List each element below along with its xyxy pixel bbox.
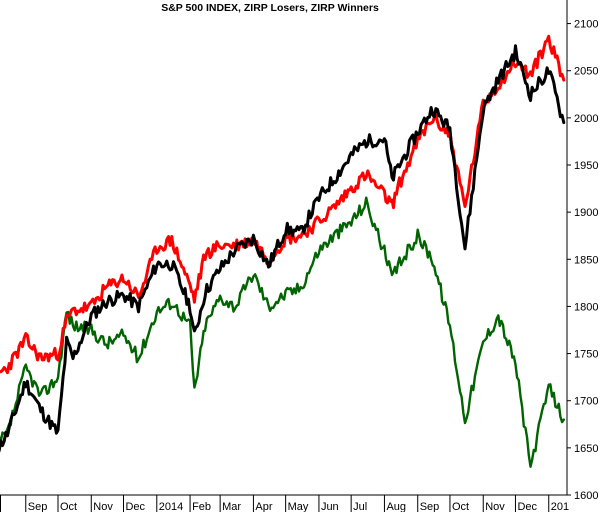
series-layer	[0, 34, 566, 468]
y-tick-label: 2000	[574, 113, 598, 125]
series-line-black	[0, 44, 566, 453]
x-tick-label: May	[288, 501, 309, 512]
x-tick-label: Oct	[452, 501, 469, 512]
x-tick-label: Sep	[28, 501, 48, 512]
x-tick-label: Nov	[93, 501, 113, 512]
axes-layer	[0, 0, 568, 496]
x-tick-label: Dec	[517, 501, 537, 512]
y-tick-layer: 1600 1650 1700 1750 1800 1850 1900 1950 2000 2050…	[567, 19, 598, 502]
y-tick-label: 1900	[574, 207, 598, 219]
y-tick-label: 1850	[574, 254, 598, 266]
x-tick-label: Dec	[125, 501, 145, 512]
x-tick-label: Nov	[485, 501, 505, 512]
y-tick-label: 2100	[574, 19, 598, 31]
y-tick-label: 1750	[574, 349, 598, 361]
series-line-red	[0, 34, 566, 375]
x-tick-layer: Sep Oct Nov Dec 2014 Feb Mar Apr May Jun Jul Aug Sep…	[0, 495, 569, 512]
x-tick-label: Aug	[386, 501, 406, 512]
x-tick-label: Oct	[60, 501, 77, 512]
x-tick-label: Jun	[321, 501, 339, 512]
y-tick-label: 1800	[574, 301, 598, 313]
x-tick-label: Mar	[222, 501, 241, 512]
y-tick-label: 1600	[574, 490, 598, 502]
x-tick-label: Sep	[420, 501, 440, 512]
x-tick-label: Feb	[192, 501, 211, 512]
y-tick-label: 1700	[574, 396, 598, 408]
x-tick-label: Jul	[353, 501, 367, 512]
series-line-green	[0, 196, 565, 468]
x-tick-label: Apr	[255, 501, 272, 512]
y-tick-label: 1950	[574, 160, 598, 172]
y-tick-label: 2050	[574, 66, 598, 78]
chart-title: S&P 500 INDEX, ZIRP Losers, ZIRP Winners	[161, 2, 379, 14]
y-tick-label: 1650	[574, 443, 598, 455]
x-tick-label: 201	[551, 501, 569, 512]
x-tick-label: 2014	[159, 501, 183, 512]
